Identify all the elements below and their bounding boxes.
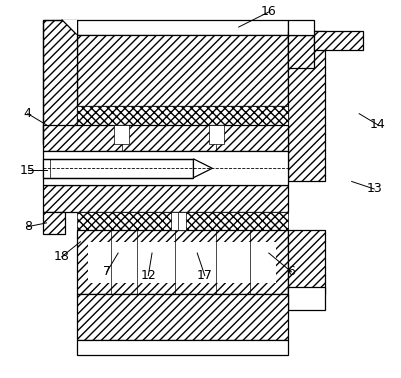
Bar — [287, 35, 313, 68]
Bar — [170, 212, 186, 231]
Text: 18: 18 — [54, 250, 69, 263]
Text: 6: 6 — [287, 265, 295, 278]
Bar — [77, 340, 287, 355]
Bar — [208, 125, 223, 144]
Bar — [43, 151, 287, 185]
Bar — [77, 106, 287, 125]
Text: 12: 12 — [140, 269, 156, 282]
Text: 16: 16 — [260, 6, 276, 19]
Bar — [77, 212, 287, 231]
Polygon shape — [193, 159, 212, 178]
Bar — [43, 185, 287, 212]
Bar — [77, 20, 287, 35]
Text: 7: 7 — [103, 265, 111, 278]
Bar — [77, 35, 287, 106]
Bar — [77, 294, 287, 340]
Bar — [313, 31, 362, 50]
Bar — [287, 287, 324, 310]
Text: 4: 4 — [24, 107, 32, 120]
Text: 8: 8 — [24, 220, 32, 233]
Bar — [43, 212, 65, 234]
Bar — [287, 31, 324, 181]
Bar — [114, 125, 129, 144]
Text: 13: 13 — [365, 183, 381, 195]
Bar — [88, 242, 275, 283]
Polygon shape — [61, 20, 77, 35]
Bar — [287, 231, 324, 294]
Bar — [43, 159, 193, 178]
Text: 17: 17 — [196, 269, 212, 282]
Bar — [43, 125, 287, 151]
Bar — [287, 20, 313, 35]
Bar — [77, 231, 287, 294]
Text: 15: 15 — [20, 164, 36, 177]
Bar — [43, 20, 77, 144]
Text: 14: 14 — [369, 118, 385, 132]
